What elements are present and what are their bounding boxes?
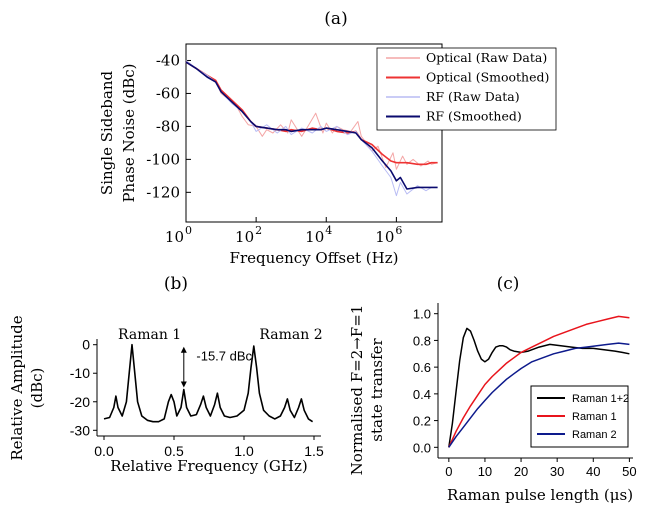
panel-c-legend: Raman 1+2 Raman 1 Raman 2: [530, 385, 629, 448]
panel-c-y-tick-label: 0.6: [413, 360, 431, 375]
panel-a: (a) 10 0 10 2 10 4 10 6-40-60-80-100-120 Freque…: [98, 9, 557, 267]
panel-b-x-tick-label: 1.5: [304, 443, 324, 459]
panel-c-y-tick-label: 0.4: [413, 387, 431, 402]
panel-a-x-tick-label: 10: [165, 228, 184, 246]
panel-b-label: (b): [164, 274, 188, 294]
panel-c-y-tick-label: 0.8: [413, 333, 431, 348]
panel-c-x-tick-label: 50: [622, 464, 636, 479]
panel-c-series-line: [448, 315, 630, 448]
panel-a-legend-label: Optical (Smoothed): [426, 70, 549, 85]
panel-b-ticks: 0.0 0.5 1.0 1.5 0 -10 -20 -30: [70, 337, 324, 459]
panel-b-y-tick-label: -30: [70, 422, 90, 438]
panel-b: (b) 0.0 0.5 1.0 1.50-10-20-30 Raman 1 Raman …: [8, 274, 324, 475]
panel-a-legend-label: RF (Smoothed): [426, 109, 522, 124]
panel-c-x-tick-label: 10: [478, 464, 492, 479]
panel-b-annotation: Raman 1: [118, 327, 181, 343]
panel-a-y-tick-label: -80: [156, 117, 180, 135]
panel-a-x-tick-base: 10: [305, 228, 324, 246]
panel-b-arrow-head-up: [180, 346, 187, 353]
panel-c-ylabel-line1: Normalised F=2→F=1: [348, 305, 366, 476]
panel-a-x-tick-base: 10: [375, 228, 394, 246]
panel-b-x-tick-label: 0.0: [94, 443, 114, 459]
panel-a-x-tick-exponent: 6: [395, 224, 402, 237]
panel-c-x-tick-label: 0: [445, 464, 452, 479]
panel-a-series-line: [185, 60, 438, 197]
panel-a-x-tick-label: 10: [305, 228, 324, 246]
panel-c-series-line: [448, 342, 630, 448]
panel-a-xlabel: Frequency Offset (Hz): [230, 249, 399, 267]
panel-c-x-tick-label: 30: [550, 464, 564, 479]
panel-a-ylabel-line1: Single Sideband: [98, 71, 116, 196]
panel-a-ylabel-line2: Phase Noise (dBc): [120, 63, 138, 202]
panel-c-legend-label: Raman 2: [572, 429, 617, 441]
panel-a-y-tick-label: -40: [156, 51, 180, 69]
panel-a-legend-label: Optical (Raw Data): [426, 50, 547, 65]
panel-b-x-tick-label: 1.0: [234, 443, 254, 459]
panel-c-ticks: 0 10 20 30 40 50 0.0 0.2 0.4 0.6 0.8 1.0: [413, 307, 637, 479]
panel-c-y-tick-label: 0.0: [413, 440, 431, 455]
panel-a-x-tick-label: 10: [375, 228, 394, 246]
panel-a-x-tick-label: 10: [235, 228, 254, 246]
panel-a-x-tick-exponent: 0: [185, 224, 192, 237]
panel-b-ylabel-line2: (dBc): [28, 368, 46, 409]
panel-a-ticks: 10 0 10 2 10 4 10 6-40-60-80-100-120: [146, 51, 402, 246]
panel-b-series: [103, 343, 314, 423]
panel-b-y-tick-label: 0: [82, 337, 90, 353]
panel-a-x-tick-base: 10: [165, 228, 184, 246]
panel-c-label: (c): [497, 274, 520, 294]
panel-c-xlabel: Raman pulse length (μs): [447, 486, 633, 504]
panel-a-x-tick-base: 10: [235, 228, 254, 246]
panel-c-y-tick-label: 0.2: [413, 414, 431, 429]
panel-b-spectrum-line: [103, 343, 314, 423]
panel-b-annotation: -15.7 dBc: [196, 348, 252, 363]
panel-a-series: [185, 60, 438, 197]
panel-c-series-line: [448, 327, 630, 448]
panel-a-plot-frame: [185, 43, 443, 223]
panel-a-label: (a): [324, 9, 347, 29]
panel-c-series: [448, 315, 630, 448]
panel-c-legend-label: Raman 1: [572, 411, 617, 423]
panel-b-annotations: Raman 1 Raman 2 -15.7 dBc: [118, 327, 323, 388]
panel-a-legend-label: RF (Raw Data): [426, 89, 520, 104]
panel-c-x-tick-label: 20: [514, 464, 528, 479]
panel-c-legend-items: Raman 1+2 Raman 1 Raman 2: [537, 393, 629, 441]
panel-b-ylabel-line1: Relative Amplitude: [8, 315, 26, 460]
panel-a-y-tick-label: -120: [146, 183, 180, 201]
panel-b-x-tick-label: 0.5: [164, 443, 184, 459]
panel-a-x-tick-exponent: 2: [255, 224, 262, 237]
panel-c-y-tick-label: 1.0: [413, 307, 431, 322]
panel-c: (c) 0 10 20 30 40 50 0.0 0.2 0.4 0.6 0.8 1.0 Raman …: [348, 274, 637, 504]
panel-a-legend-items: Optical (Raw Data) Optical (Smoothed) RF (…: [386, 50, 549, 124]
panel-a-legend: Optical (Raw Data) Optical (Smoothed) RF (…: [376, 47, 557, 131]
panel-b-annotation: Raman 2: [259, 327, 322, 343]
panel-b-xlabel: Relative Frequency (GHz): [110, 457, 307, 475]
panel-b-y-tick-label: -20: [70, 394, 90, 410]
panel-a-y-tick-label: -60: [156, 84, 180, 102]
panel-a-y-tick-label: -100: [146, 150, 180, 168]
panel-a-series-line: [185, 60, 438, 170]
panel-b-arrow-head-down: [180, 381, 187, 388]
panel-b-y-tick-label: -10: [70, 365, 90, 381]
panel-a-series-line: [185, 61, 438, 190]
panel-c-legend-label: Raman 1+2: [572, 393, 629, 405]
panel-c-x-tick-label: 40: [586, 464, 600, 479]
panel-a-x-tick-exponent: 4: [325, 224, 332, 237]
panel-c-ylabel-line2: state transfer: [368, 337, 386, 441]
